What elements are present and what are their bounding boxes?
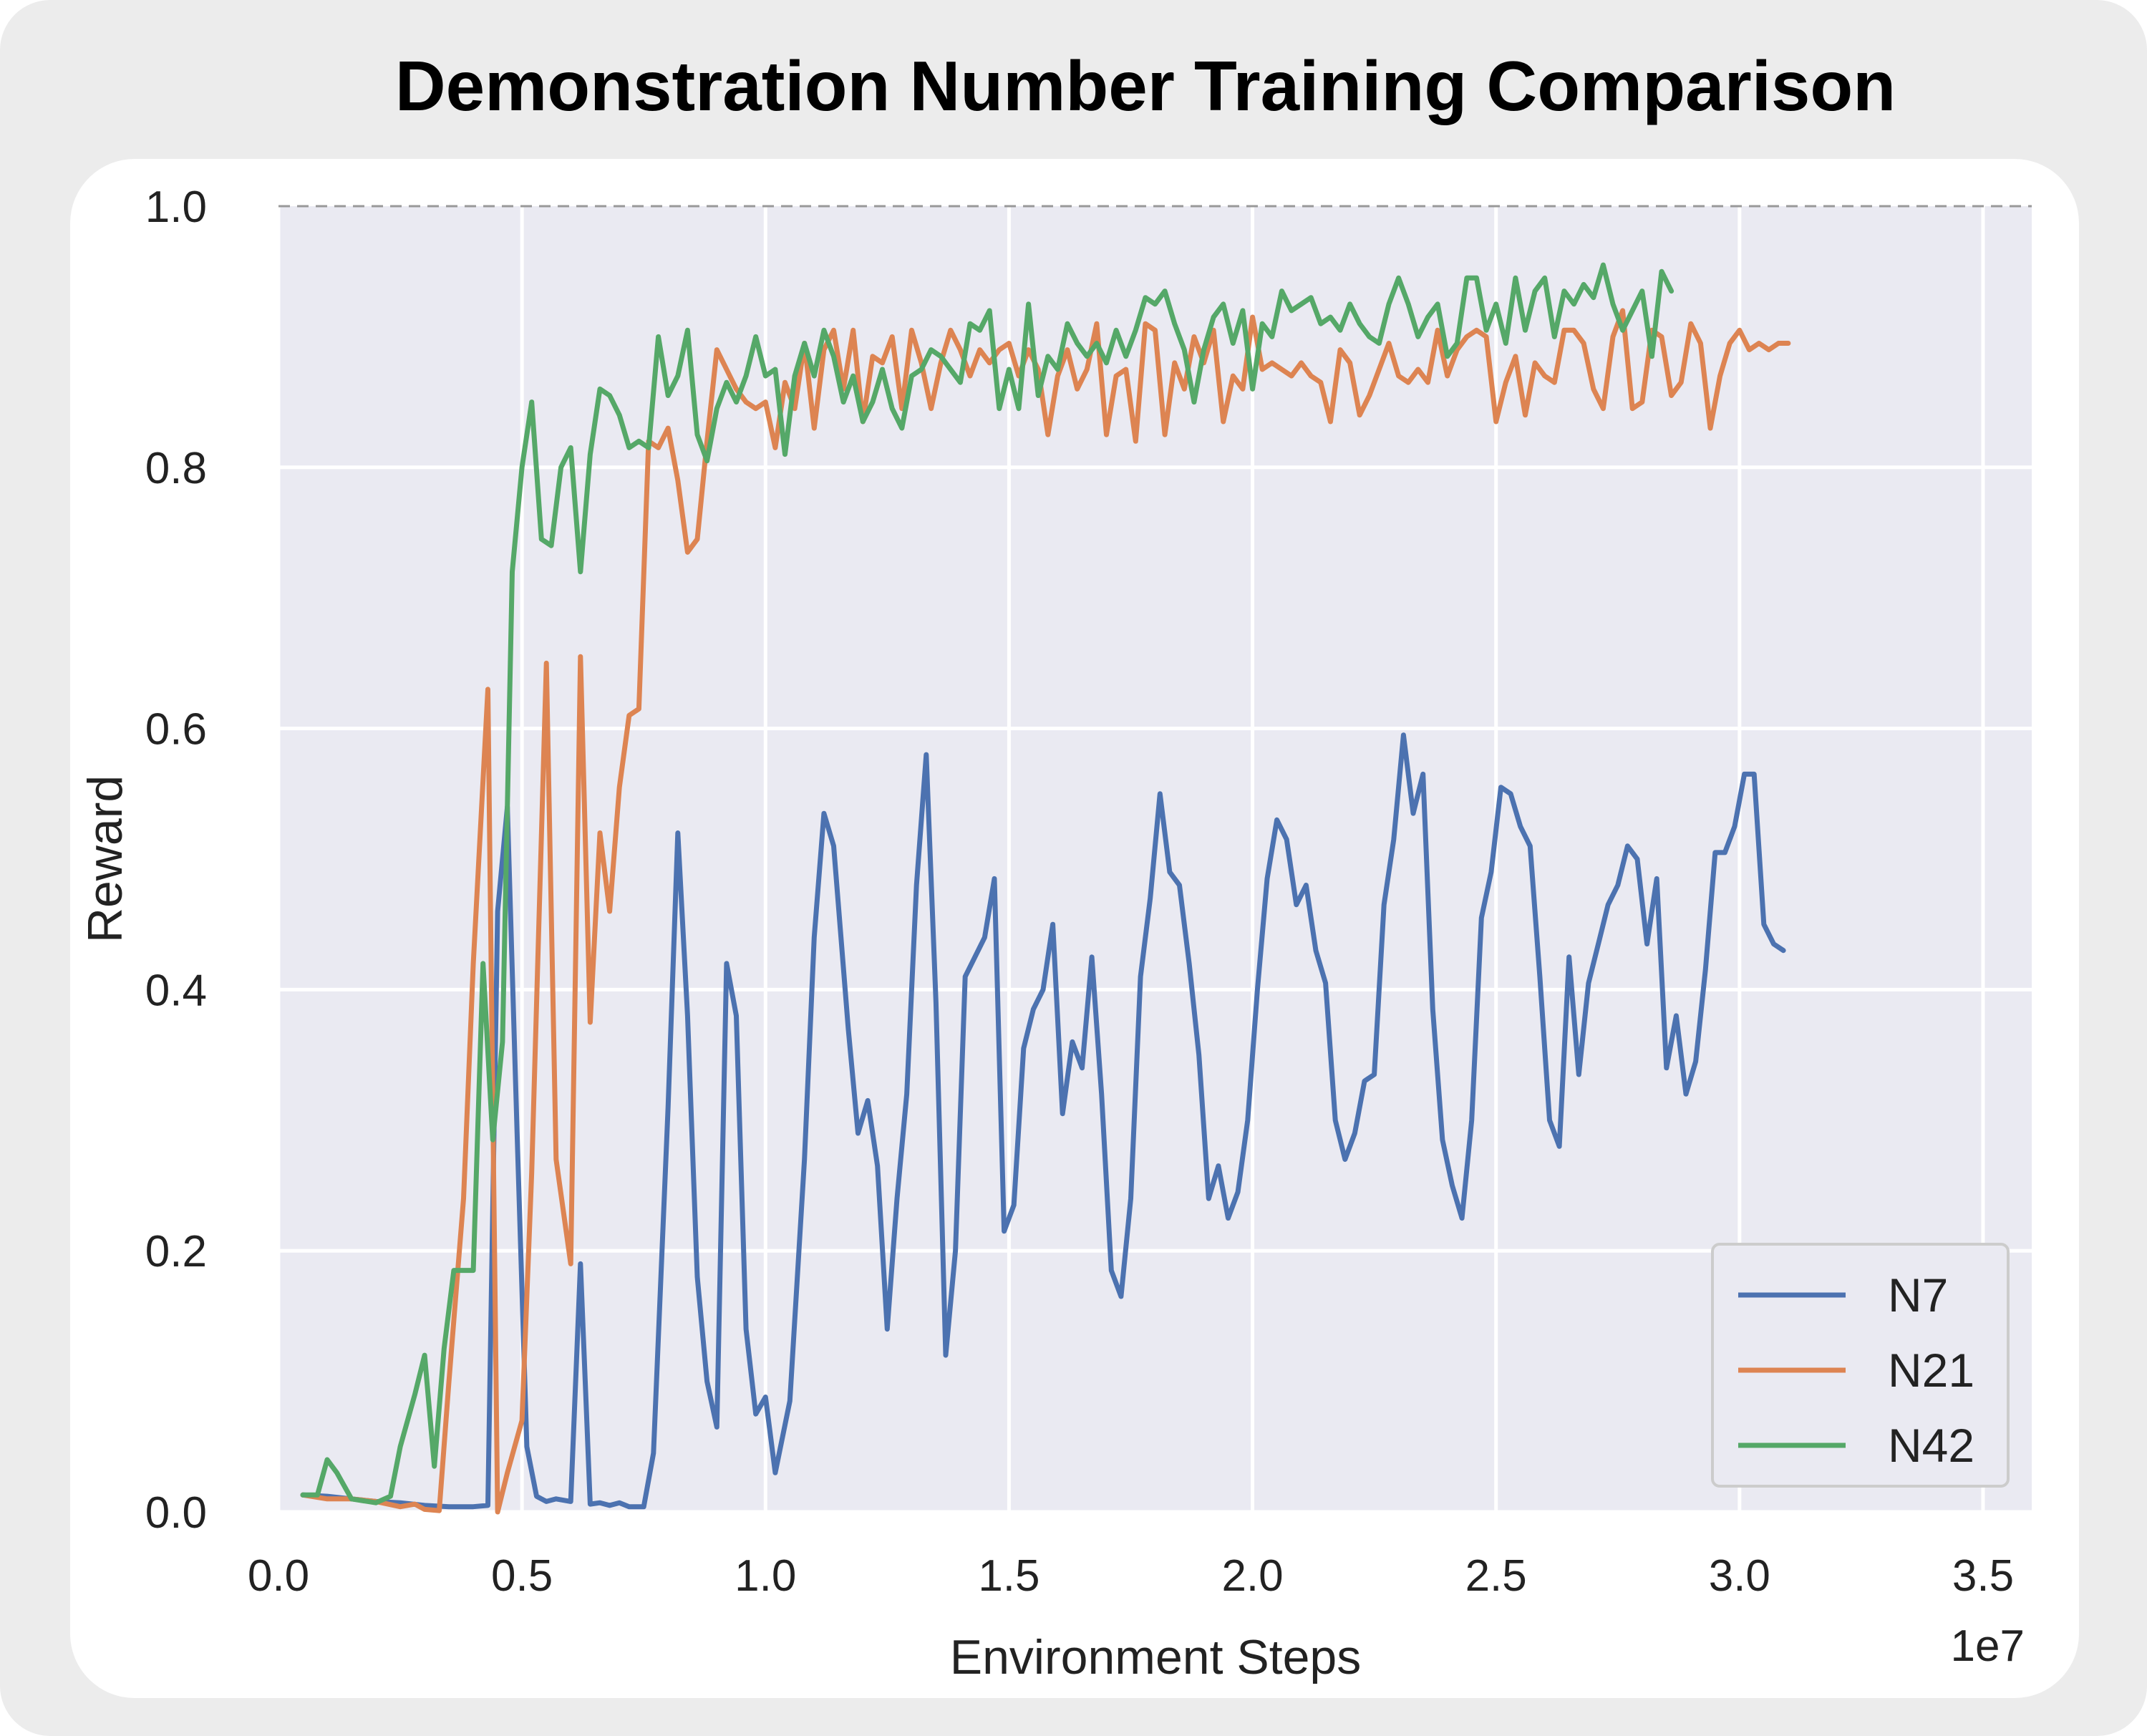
chart-title: Demonstration Number Training Comparison (394, 47, 1896, 125)
x-axis-label: Environment Steps (950, 1630, 1362, 1684)
y-tick-label: 0.2 (145, 1227, 207, 1276)
y-tick-label: 0.0 (145, 1488, 207, 1538)
y-tick-label: 0.4 (145, 966, 207, 1015)
series-layer (300, 262, 1791, 1515)
x-tick-label: 1.5 (978, 1551, 1039, 1601)
legend-label-n7: N7 (1888, 1269, 1948, 1322)
y-tick-label: 0.6 (145, 705, 207, 755)
y-tick-label: 0.8 (145, 444, 207, 493)
series-line-n42 (300, 262, 1675, 1505)
x-tick-labels: 0.0 0.5 1.0 1.5 2.0 2.5 3.0 3.5 (248, 1551, 2014, 1601)
x-axis-offset-label: 1e7 (1951, 1621, 2025, 1671)
legend: N7 N21 N42 (1711, 1243, 2010, 1488)
x-tick-label: 3.5 (1952, 1551, 2014, 1601)
x-tick-label: 0.5 (491, 1551, 553, 1601)
y-axis-label: Reward (78, 775, 132, 943)
y-tick-label: 1.0 (145, 183, 207, 232)
legend-box (1711, 1243, 2010, 1488)
x-tick-label: 2.5 (1465, 1551, 1527, 1601)
x-tick-label: 2.0 (1221, 1551, 1283, 1601)
legend-label-n42: N42 (1888, 1419, 1974, 1472)
y-tick-labels: 0.0 0.2 0.4 0.6 0.8 1.0 (145, 183, 207, 1538)
legend-label-n21: N21 (1888, 1344, 1974, 1397)
x-tick-label: 3.0 (1709, 1551, 1770, 1601)
x-tick-label: 0.0 (248, 1551, 309, 1601)
x-tick-label: 1.0 (735, 1551, 796, 1601)
series-line-n7 (300, 732, 1786, 1510)
